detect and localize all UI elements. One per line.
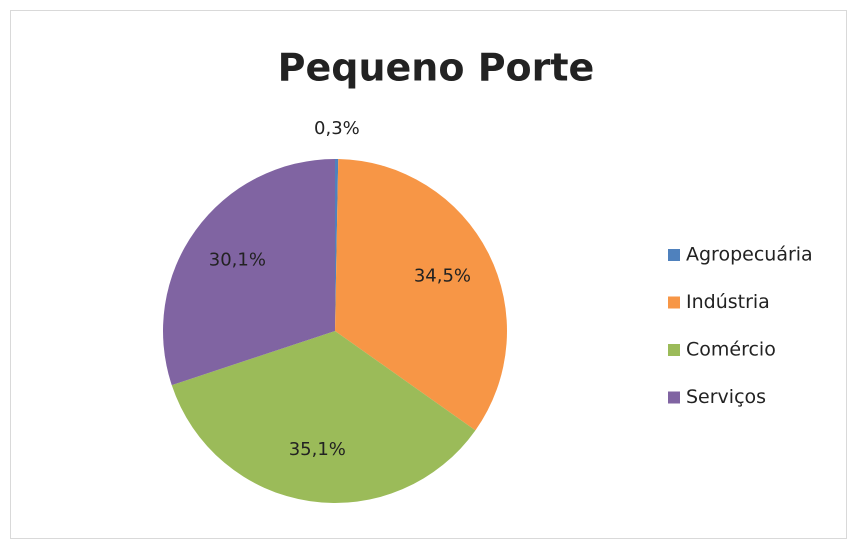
- legend-label: Comércio: [686, 339, 776, 361]
- legend-swatch: [668, 344, 680, 356]
- pie-slice: [335, 159, 339, 331]
- data-label: 30,1%: [209, 250, 266, 271]
- data-label: 34,5%: [414, 266, 471, 287]
- legend-label: Agropecuária: [686, 244, 813, 266]
- pie-slice: [163, 159, 335, 386]
- legend-swatch: [668, 296, 680, 309]
- data-label: 0,3%: [314, 118, 360, 139]
- data-label: 35,1%: [289, 439, 346, 460]
- legend-label: Serviços: [686, 386, 766, 408]
- legend-swatch: [668, 249, 680, 261]
- legend-label: Indústria: [686, 291, 770, 313]
- chart-title: Pequeno Porte: [278, 46, 595, 90]
- legend-swatch: [668, 391, 680, 404]
- pie-slice: [335, 159, 507, 431]
- pie-slice: [171, 331, 476, 503]
